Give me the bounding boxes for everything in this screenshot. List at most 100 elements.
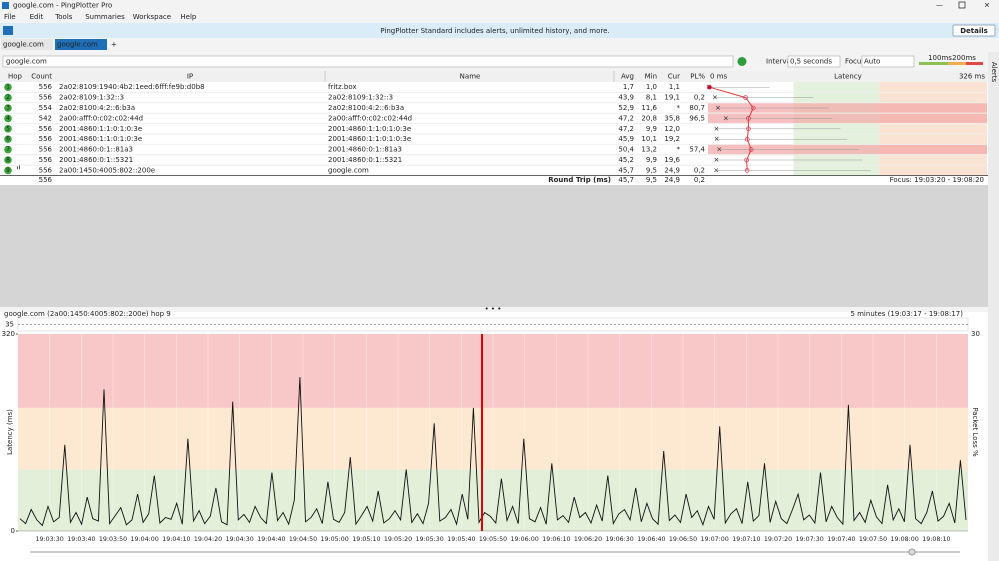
cell: 556 (39, 156, 53, 164)
window-title: google.com - PingPlotter Pro (13, 2, 112, 10)
column-header[interactable]: Hop (8, 73, 23, 81)
cell: 2a02:8109:1940:4b2:1eed:6fff:fe9b:d0b8 (59, 83, 205, 91)
minimize[interactable]: — (936, 2, 943, 10)
column-header[interactable]: Avg (621, 73, 634, 81)
cell: 52,9 (618, 104, 634, 112)
menu-item[interactable]: Workspace (133, 13, 171, 21)
cell: fritz.box (328, 83, 357, 91)
alerts-tab[interactable]: Alerts (990, 62, 998, 83)
column-header[interactable]: Min (645, 73, 657, 81)
cell: 542 (39, 114, 52, 122)
avg-mark (750, 105, 756, 111)
column-header[interactable]: Cur (668, 73, 680, 81)
cell: 1,1 (669, 83, 680, 91)
x-tick-label: 19:04:20 (194, 536, 222, 543)
summary-label: Round Trip (ms) (548, 176, 611, 184)
target[interactable]: google.com (6, 58, 47, 66)
interval-select[interactable] (787, 55, 841, 68)
maximize[interactable] (958, 1, 966, 9)
cell: 57,4 (689, 146, 705, 154)
cell: 2001:4860:0:1::5321 (328, 156, 402, 164)
scroll-thumb[interactable] (908, 548, 916, 556)
x-tick-label: 19:07:40 (827, 536, 855, 543)
min-mark: × (714, 156, 720, 164)
cell: 2001:4860:0:1::5321 (59, 156, 133, 164)
cell: * (677, 146, 681, 154)
x-tick-label: 19:05:50 (479, 536, 507, 543)
hop: 6 (6, 136, 10, 143)
loss-highlight (708, 113, 987, 124)
cell: 0,2 (694, 166, 705, 174)
x-tick-label: 19:04:00 (131, 536, 159, 543)
menu-item[interactable]: Edit (30, 13, 44, 21)
column-header[interactable]: Name (460, 73, 481, 81)
banner-text: PingPlotter Standard includes alerts, un… (380, 27, 609, 35)
hop-bars (17, 166, 18, 170)
cell: 9,5 (646, 166, 657, 174)
cell: google.com (328, 166, 369, 174)
cell: 10,1 (641, 135, 657, 143)
summary-pl: 0,2 (694, 176, 705, 184)
menu-item[interactable]: Summaries (85, 13, 125, 21)
cell: 2001:4860:1:1:0:1:0:3e (328, 125, 411, 133)
column-header[interactable]: Count (31, 73, 52, 81)
target-input[interactable] (2, 55, 734, 68)
cell: 556 (39, 125, 53, 133)
empty-area (0, 185, 988, 307)
y-tick-label: 0 (11, 527, 15, 535)
focus-select[interactable] (861, 55, 915, 68)
cell: 19,1 (664, 94, 680, 102)
cell: 2a02:8109:1:32::3 (328, 94, 393, 102)
tab-label[interactable]: google.com (57, 41, 98, 49)
menu-item[interactable]: File (4, 13, 16, 21)
tab-label[interactable]: google.com (3, 41, 44, 49)
hop: 5 (6, 125, 10, 132)
cell: 45,2 (618, 156, 634, 164)
tab[interactable] (1, 39, 53, 50)
hop-bars (19, 165, 20, 170)
hop-icon (4, 114, 12, 123)
cell: * (677, 104, 681, 112)
tab[interactable] (55, 39, 107, 50)
hop-icon (4, 125, 12, 133)
close[interactable]: ✕ (984, 2, 990, 10)
cell: 45,9 (618, 135, 634, 143)
summary-count: 556 (39, 176, 53, 184)
x-tick-label: 19:04:10 (162, 536, 190, 543)
min-mark: × (714, 125, 720, 133)
y-tick-label: 320 (2, 330, 15, 338)
hop-icon (4, 135, 12, 143)
focus[interactable]: Auto (864, 58, 880, 66)
min-mark: × (714, 135, 720, 143)
hop: 8 (6, 157, 10, 164)
splitter[interactable]: • • • (485, 305, 502, 313)
threshold-label: 100ms (928, 54, 952, 62)
hop: 4 (6, 115, 10, 122)
cell: 556 (39, 94, 53, 102)
summary-focus: Focus: 19:03:20 - 19:08:20 (890, 176, 984, 184)
start-button[interactable] (737, 57, 747, 66)
column-header[interactable]: IP (187, 73, 193, 81)
cell: 1,7 (623, 83, 634, 91)
hop: 9 (6, 167, 10, 174)
cell: 556 (39, 135, 53, 143)
x-tick-label: 19:06:50 (669, 536, 697, 543)
interval[interactable]: 0,5 seconds (790, 58, 832, 66)
summary-cur: 24,9 (664, 176, 680, 184)
details-label[interactable]: Details (960, 27, 988, 35)
x-tick-label: 19:07:00 (701, 536, 729, 543)
min-mark: × (712, 94, 718, 102)
cell: 12,0 (664, 125, 680, 133)
cell: 2001:4860:0:1::81a3 (59, 146, 133, 154)
x-tick-label: 19:05:00 (321, 536, 349, 543)
cell: 2001:4860:1:1:0:1:0:3e (59, 125, 142, 133)
column-header[interactable]: PL% (690, 73, 705, 81)
cell: 43,9 (618, 94, 634, 102)
new-tab[interactable]: + (111, 41, 117, 49)
menu-item[interactable]: Tools (54, 13, 73, 21)
details-button[interactable] (952, 24, 996, 37)
menu-item[interactable]: Help (180, 13, 197, 21)
graph-title: Latency (834, 73, 862, 81)
cell: 20,8 (641, 114, 657, 122)
